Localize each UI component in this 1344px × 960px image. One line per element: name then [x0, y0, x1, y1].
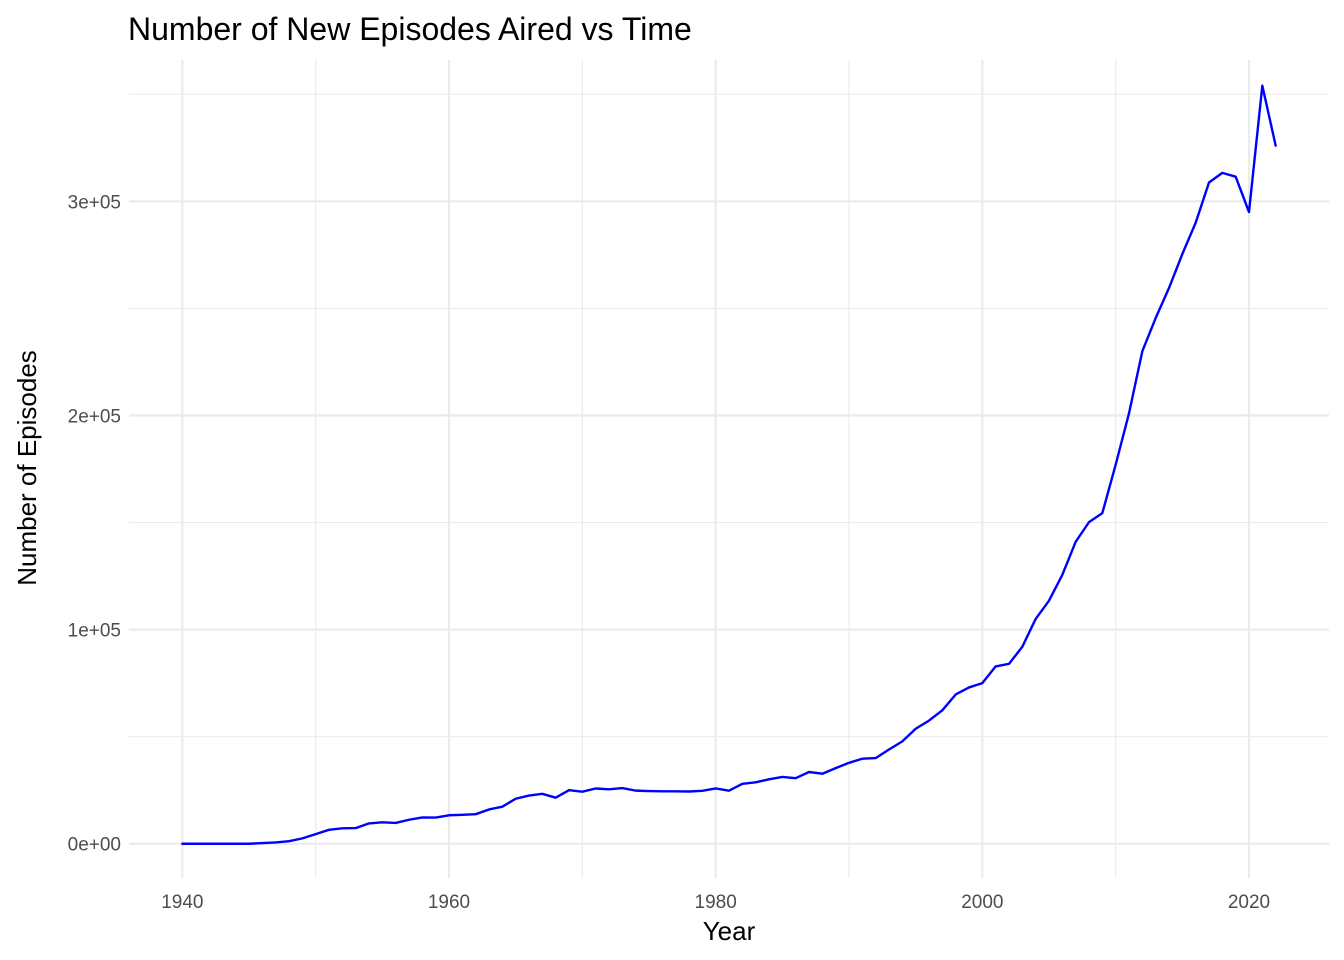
- x-tick-label: 1960: [428, 892, 470, 913]
- y-tick-label: 2e+05: [68, 406, 121, 427]
- x-axis-title: Year: [703, 916, 756, 946]
- y-axis-tick-labels: 0e+00 1e+05 2e+05 3e+05: [68, 192, 121, 855]
- y-tick-label: 0e+00: [68, 835, 121, 856]
- x-tick-label: 1980: [695, 892, 737, 913]
- y-axis-title: Number of Episodes: [12, 350, 42, 586]
- chart-title: Number of New Episodes Aired vs Time: [128, 11, 692, 47]
- x-axis-tick-labels: 1940 1960 1980 2000 2020: [161, 892, 1270, 913]
- x-tick-label: 1940: [161, 892, 203, 913]
- x-tick-label: 2020: [1228, 892, 1270, 913]
- x-tick-label: 2000: [961, 892, 1003, 913]
- series-line: [181, 84, 1277, 845]
- y-tick-label: 1e+05: [68, 621, 121, 642]
- series-layer: [181, 84, 1277, 845]
- grid-lines: [129, 60, 1329, 878]
- y-tick-label: 3e+05: [68, 192, 121, 213]
